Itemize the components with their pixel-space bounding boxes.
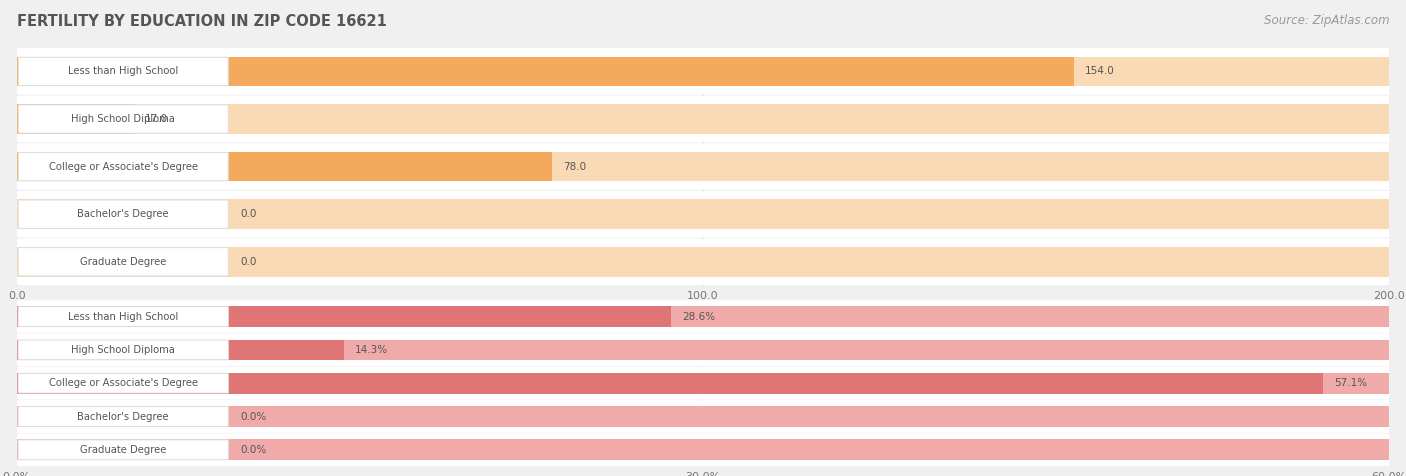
Bar — [17, 57, 1389, 86]
Text: Source: ZipAtlas.com: Source: ZipAtlas.com — [1264, 14, 1389, 27]
Bar — [17, 339, 1389, 360]
Text: 0.0%: 0.0% — [240, 411, 267, 422]
FancyBboxPatch shape — [17, 143, 1389, 190]
Text: 14.3%: 14.3% — [354, 345, 388, 355]
FancyBboxPatch shape — [18, 307, 228, 327]
FancyBboxPatch shape — [18, 440, 228, 460]
Bar — [17, 306, 671, 327]
Text: High School Diploma: High School Diploma — [72, 345, 176, 355]
Bar — [17, 57, 1074, 86]
Bar — [17, 406, 1389, 427]
Text: Graduate Degree: Graduate Degree — [80, 257, 166, 267]
Bar — [17, 199, 1389, 229]
Bar — [17, 339, 344, 360]
Text: College or Associate's Degree: College or Associate's Degree — [49, 378, 198, 388]
Bar — [17, 439, 1389, 460]
Text: Less than High School: Less than High School — [67, 66, 179, 77]
FancyBboxPatch shape — [18, 200, 228, 228]
Text: Less than High School: Less than High School — [67, 311, 179, 322]
Text: Graduate Degree: Graduate Degree — [80, 445, 166, 455]
Bar — [17, 152, 1389, 181]
FancyBboxPatch shape — [17, 367, 1389, 399]
Bar — [17, 373, 1389, 394]
FancyBboxPatch shape — [18, 407, 228, 426]
Text: FERTILITY BY EDUCATION IN ZIP CODE 16621: FERTILITY BY EDUCATION IN ZIP CODE 16621 — [17, 14, 387, 30]
Bar — [17, 373, 1323, 394]
Text: 0.0: 0.0 — [240, 209, 257, 219]
Bar — [17, 306, 1389, 327]
Text: College or Associate's Degree: College or Associate's Degree — [49, 161, 198, 172]
Text: High School Diploma: High School Diploma — [72, 114, 176, 124]
Text: 0.0: 0.0 — [240, 257, 257, 267]
Text: 57.1%: 57.1% — [1334, 378, 1367, 388]
FancyBboxPatch shape — [17, 400, 1389, 433]
FancyBboxPatch shape — [17, 300, 1389, 333]
FancyBboxPatch shape — [18, 340, 228, 360]
FancyBboxPatch shape — [17, 434, 1389, 466]
FancyBboxPatch shape — [18, 105, 228, 133]
Text: Bachelor's Degree: Bachelor's Degree — [77, 209, 169, 219]
FancyBboxPatch shape — [18, 248, 228, 276]
Text: 17.0: 17.0 — [145, 114, 167, 124]
Bar — [17, 104, 1389, 134]
FancyBboxPatch shape — [18, 57, 228, 86]
Bar — [17, 247, 1389, 277]
Text: 154.0: 154.0 — [1084, 66, 1114, 77]
Bar — [17, 104, 134, 134]
FancyBboxPatch shape — [17, 334, 1389, 366]
FancyBboxPatch shape — [18, 373, 228, 393]
FancyBboxPatch shape — [17, 238, 1389, 285]
Text: Bachelor's Degree: Bachelor's Degree — [77, 411, 169, 422]
Text: 28.6%: 28.6% — [682, 311, 716, 322]
FancyBboxPatch shape — [17, 191, 1389, 238]
Text: 0.0%: 0.0% — [240, 445, 267, 455]
FancyBboxPatch shape — [17, 96, 1389, 142]
Bar — [17, 152, 553, 181]
FancyBboxPatch shape — [17, 48, 1389, 95]
Text: 78.0: 78.0 — [562, 161, 586, 172]
FancyBboxPatch shape — [18, 152, 228, 181]
